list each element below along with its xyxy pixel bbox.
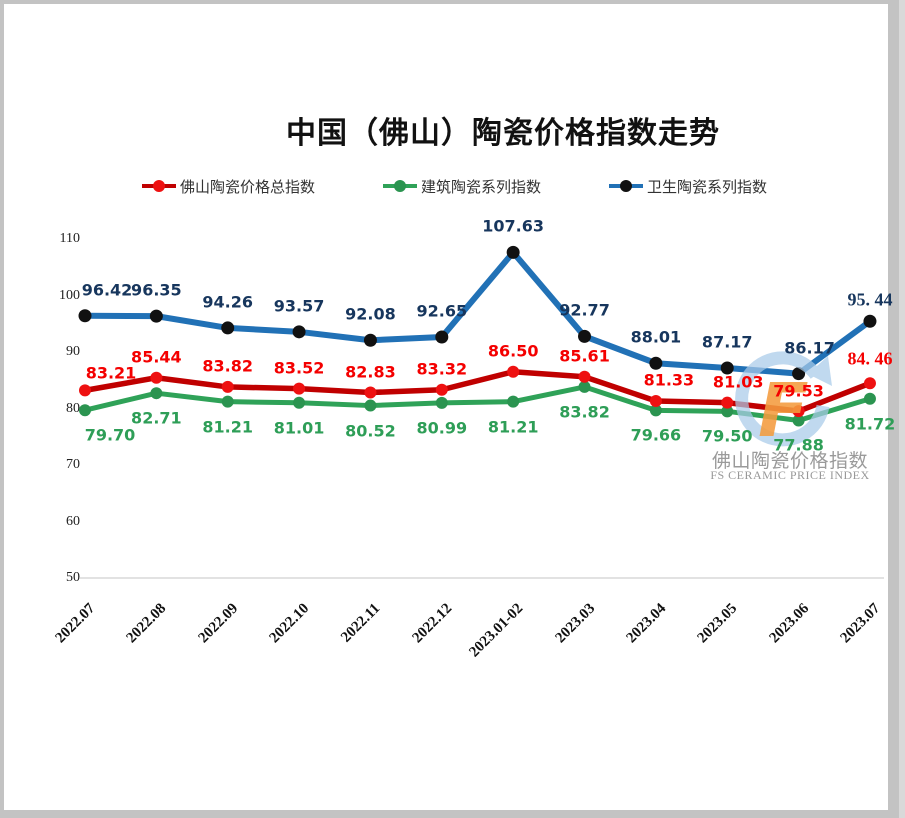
data-point	[649, 356, 663, 370]
data-label: 77.88	[773, 435, 824, 455]
watermark-text-en: FS CERAMIC PRICE INDEX	[710, 468, 870, 482]
data-label: 107.63	[482, 216, 545, 236]
data-label: 93.57	[273, 296, 325, 316]
data-label: 92.77	[559, 300, 610, 320]
data-point	[221, 395, 234, 408]
data-label: 92.08	[345, 304, 396, 324]
data-point	[292, 325, 306, 339]
data-point	[150, 371, 163, 384]
data-label: 79.50	[701, 426, 753, 446]
data-point	[150, 387, 163, 400]
y-tick-label: 60	[66, 513, 80, 529]
data-point	[78, 309, 92, 323]
data-label: 85.44	[131, 347, 182, 367]
data-point	[863, 314, 877, 328]
data-label: 82.83	[345, 362, 396, 381]
data-label: 96.42	[81, 280, 133, 300]
data-label: 84. 46	[847, 348, 893, 369]
data-point	[435, 330, 449, 344]
legend-item-sanitary-index: 卫生陶瓷系列指数	[608, 176, 767, 197]
data-label: 94.26	[202, 292, 254, 312]
watermark-logo-icon: F	[735, 351, 832, 454]
data-point	[435, 383, 448, 396]
data-point	[293, 382, 306, 395]
data-point	[364, 399, 377, 412]
legend-line-dot-red-icon	[142, 180, 176, 192]
data-point	[79, 384, 91, 397]
data-label: 81.72	[844, 414, 896, 434]
data-label: 92.65	[416, 301, 468, 321]
data-point	[363, 333, 377, 347]
data-label: 81.21	[202, 417, 254, 437]
data-label: 82.71	[131, 408, 182, 428]
data-point	[435, 396, 448, 409]
data-point	[507, 365, 520, 378]
legend-label: 佛山陶瓷价格总指数	[180, 177, 316, 196]
data-label: 81.33	[643, 370, 695, 390]
data-label: 85.61	[559, 346, 610, 366]
data-point	[578, 370, 591, 383]
data-point	[221, 380, 234, 393]
data-label: 79.53	[773, 381, 824, 401]
data-label: 83.32	[416, 359, 468, 379]
data-point	[506, 245, 520, 259]
data-label: 79.66	[630, 425, 682, 445]
watermark-text-cn: 佛山陶瓷价格指数	[711, 451, 868, 472]
watermark: F 佛山陶瓷价格指数 FS CERAMIC PRICE INDEX	[690, 330, 890, 490]
data-label: 87.17	[701, 332, 753, 352]
data-point	[578, 329, 592, 343]
data-point	[507, 395, 520, 408]
series-line-2	[84, 249, 872, 377]
data-point	[792, 405, 805, 418]
data-point	[293, 396, 306, 409]
data-point	[649, 394, 662, 407]
data-label: 79.70	[84, 425, 136, 445]
legend-item-total-index: 佛山陶瓷价格总指数	[142, 176, 315, 197]
data-point	[721, 405, 734, 418]
data-point	[721, 396, 734, 409]
data-label: 83.82	[202, 356, 254, 376]
data-label: 83.52	[273, 358, 325, 378]
data-point	[364, 386, 377, 399]
legend-label: 建筑陶瓷系列指数	[420, 177, 541, 196]
data-point	[79, 404, 91, 417]
data-label: 83.21	[85, 363, 137, 383]
data-label: 81.03	[712, 372, 764, 392]
data-point	[578, 380, 591, 393]
data-label: 96.35	[131, 280, 182, 300]
data-point	[863, 392, 876, 405]
data-label: 81.21	[487, 417, 539, 437]
legend-line-dot-green-icon	[382, 180, 417, 192]
data-point	[149, 309, 163, 323]
data-point	[221, 321, 235, 335]
data-label: 83.82	[559, 402, 610, 422]
frame-edge	[899, 0, 905, 818]
y-tick-label: 100	[59, 287, 80, 303]
data-label: 81.01	[273, 418, 325, 438]
svg-text:F: F	[758, 368, 809, 454]
legend-item-building-index: 建筑陶瓷系列指数	[382, 176, 541, 197]
data-point	[649, 404, 662, 417]
legend: 佛山陶瓷价格总指数 建筑陶瓷系列指数 卫生陶瓷系列指数	[142, 175, 767, 197]
y-tick-label: 90	[66, 344, 80, 359]
data-label: 88.01	[630, 327, 682, 347]
data-point	[863, 377, 876, 390]
chart-title: 中国（佛山）陶瓷价格指数走势	[286, 116, 720, 152]
legend-line-dot-blue-icon	[608, 180, 643, 192]
data-label: 95. 44	[847, 289, 893, 310]
y-tick-label: 80	[66, 400, 80, 416]
y-tick-label: 50	[66, 570, 80, 585]
y-tick-label: 110	[59, 231, 80, 246]
data-label: 80.99	[416, 418, 468, 438]
data-label: 80.52	[345, 421, 396, 441]
data-label: 86.50	[487, 341, 539, 361]
data-label: 86.17	[784, 338, 835, 358]
y-tick-label: 70	[66, 457, 80, 472]
legend-label: 卫生陶瓷系列指数	[646, 177, 767, 196]
data-point	[720, 361, 734, 375]
data-point	[792, 414, 805, 427]
data-point	[792, 367, 806, 381]
